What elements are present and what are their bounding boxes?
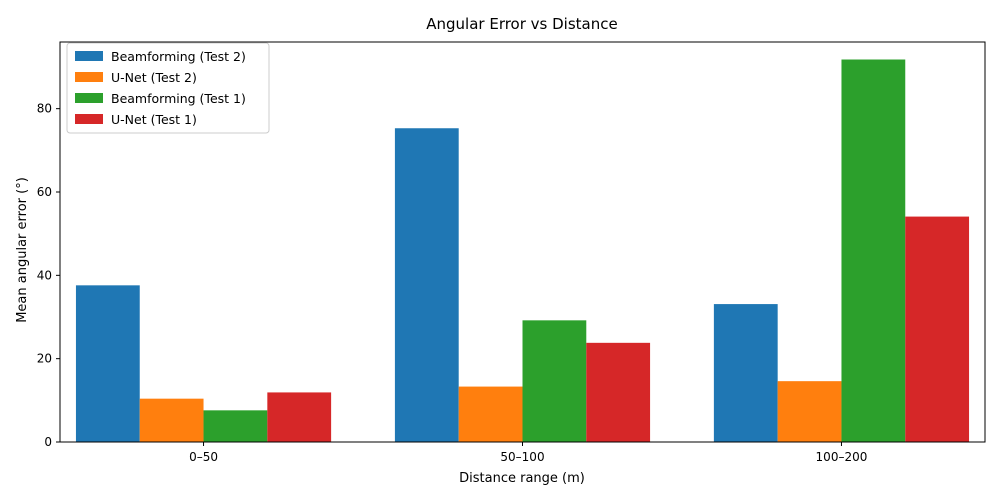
legend-box [66, 42, 270, 134]
bar [394, 128, 459, 442]
legend-label: U-Net (Test 1) [111, 112, 197, 127]
legend-swatch [75, 51, 103, 61]
x-axis-label: Distance range (m) [459, 471, 585, 486]
legend-swatch [75, 114, 103, 124]
x-tick-label: 100–200 [816, 450, 868, 464]
y-axis-label: Mean angular error (°) [15, 177, 30, 323]
legend: Beamforming (Test 2) U-Net (Test 2) Beamfo… [66, 42, 270, 134]
y-tick-label: 80 [37, 102, 52, 116]
bar [203, 410, 268, 442]
bar [713, 304, 778, 442]
bar [841, 59, 906, 442]
legend-label: U-Net (Test 2) [111, 70, 197, 85]
bar [586, 342, 651, 442]
bar [522, 320, 587, 442]
bar [905, 216, 970, 442]
legend-swatch [75, 72, 103, 82]
bar [458, 386, 523, 442]
chart-title: Angular Error vs Distance [426, 15, 617, 33]
y-tick-label: 0 [44, 435, 52, 449]
legend-swatch [75, 93, 103, 103]
y-tick-label: 20 [37, 352, 52, 366]
x-tick-label: 50–100 [500, 450, 544, 464]
plot-area: 0–50 50–100 100–200 0 20 40 60 80 [37, 41, 986, 464]
bar [139, 398, 204, 442]
x-tick-label: 0–50 [189, 450, 218, 464]
y-tick-label: 40 [37, 268, 52, 282]
y-tick-label: 60 [37, 185, 52, 199]
legend-label: Beamforming (Test 1) [111, 91, 246, 106]
bar [75, 285, 140, 442]
bar [777, 381, 842, 442]
legend-label: Beamforming (Test 2) [111, 49, 246, 64]
bar [267, 392, 332, 442]
